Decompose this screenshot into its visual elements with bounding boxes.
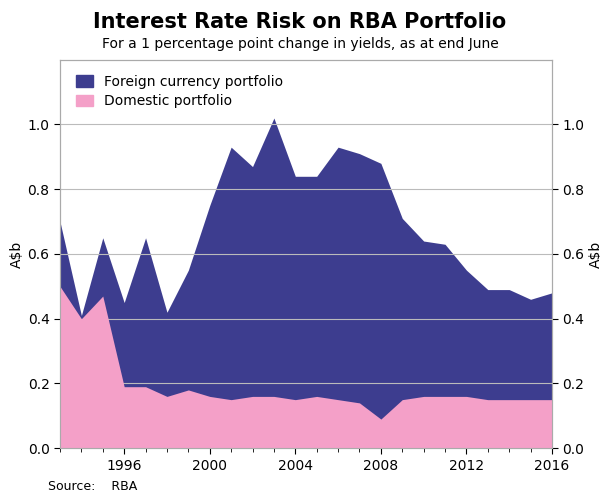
Text: Source:    RBA: Source: RBA [48, 480, 137, 493]
Y-axis label: A$b: A$b [10, 241, 23, 267]
Text: For a 1 percentage point change in yields, as at end June: For a 1 percentage point change in yield… [101, 37, 499, 51]
Y-axis label: A$b: A$b [589, 241, 600, 267]
Text: Interest Rate Risk on RBA Portfolio: Interest Rate Risk on RBA Portfolio [94, 12, 506, 32]
Legend: Foreign currency portfolio, Domestic portfolio: Foreign currency portfolio, Domestic por… [72, 71, 287, 113]
